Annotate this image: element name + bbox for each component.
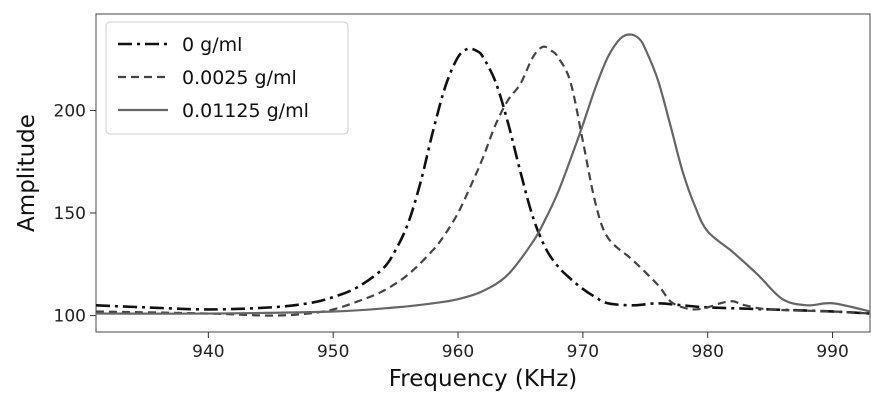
y-tick-label: 100 bbox=[54, 307, 86, 327]
legend: 0 g/ml 0.0025 g/ml 0.01125 g/ml bbox=[105, 21, 349, 135]
axis-layer: 940 950 960 970 980 990 100 150 200 bbox=[54, 101, 849, 362]
series-line-3 bbox=[96, 33, 870, 315]
x-tick-label: 970 bbox=[567, 342, 599, 362]
series-line-1 bbox=[96, 47, 870, 315]
x-axis-label: Frequency (KHz) bbox=[389, 366, 578, 392]
y-tick-label: 200 bbox=[54, 101, 86, 121]
legend-label-3: 0.01125 g/ml bbox=[182, 100, 309, 122]
legend-label-1: 0 g/ml bbox=[182, 34, 242, 56]
legend-label-2: 0.0025 g/ml bbox=[182, 67, 297, 89]
x-tick-label: 940 bbox=[192, 342, 224, 362]
x-tick-label: 980 bbox=[691, 342, 723, 362]
series-layer bbox=[96, 33, 870, 317]
x-tick-label: 990 bbox=[816, 342, 848, 362]
y-tick-label: 150 bbox=[54, 204, 86, 224]
x-tick-label: 950 bbox=[317, 342, 349, 362]
x-tick-label: 960 bbox=[442, 342, 474, 362]
y-axis-label: Amplitude bbox=[14, 114, 40, 232]
series-line-2 bbox=[96, 45, 870, 317]
legend-frame bbox=[105, 21, 349, 135]
